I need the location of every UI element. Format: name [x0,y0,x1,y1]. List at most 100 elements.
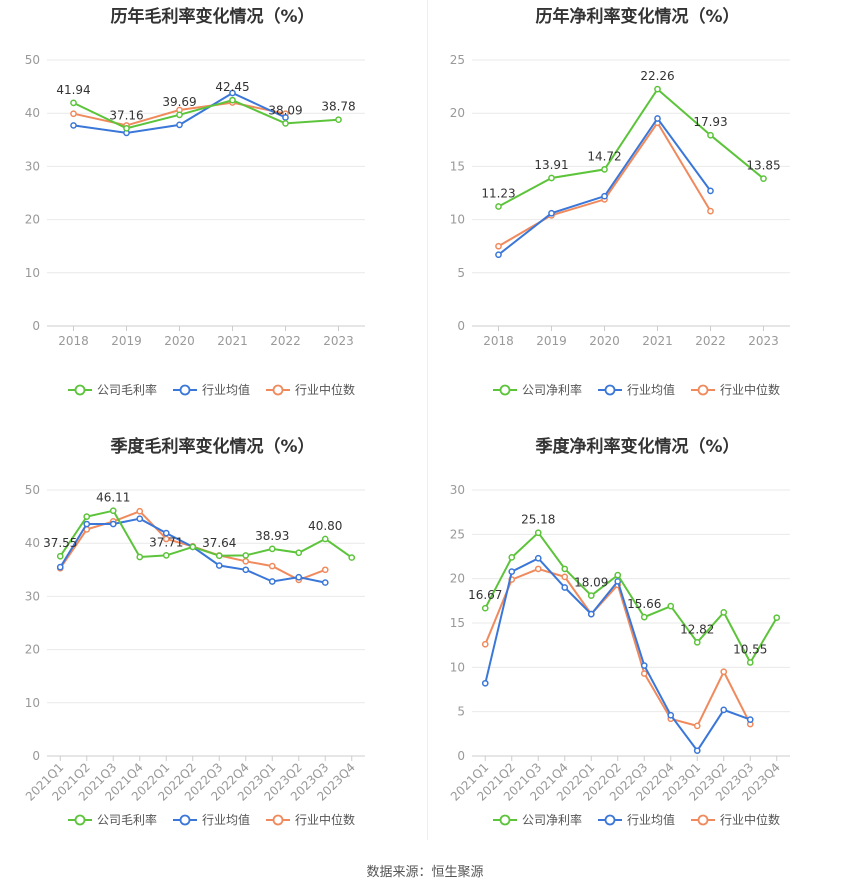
chart-panel-quarter-gross: 季度毛利率变化情况（%） 0 10 20 30 40 50 2021Q1 2021Q2 2021… [0,430,425,860]
y-tick-label: 50 [25,53,40,67]
data-point-avg [508,568,516,575]
x-tick-label: 2022 [270,334,301,348]
y-tick-label: 15 [450,159,465,173]
data-point-median [495,242,502,250]
data-point-median [534,565,542,573]
chart-panel-quarter-net: 季度净利率变化情况（%） 0 5 10 15 20 25 30 2021Q1 2021Q2 202… [425,430,850,860]
data-label: 25.18 [521,513,555,527]
data-point-avg [640,662,648,669]
legend-marker-avg [179,814,191,826]
quarter-net-chart: 0510152025302021Q12021Q22021Q32021Q42022… [448,483,790,827]
legend-label-company: 公司毛利率 [97,812,157,827]
legend-label-avg: 行业均值 [627,382,675,397]
legend-marker-avg [179,384,191,396]
data-point-company [707,131,714,139]
data-point-company [282,120,289,127]
data-point-avg [693,747,701,755]
series-line-median [484,567,752,728]
x-tick-label: 2020 [164,334,195,348]
data-point-company [667,602,675,610]
data-point-avg [601,192,608,200]
data-point-avg [587,610,595,618]
chart-title: 季度净利率变化情况（%） [535,437,740,457]
data-point-avg [176,121,183,129]
data-point-avg [56,563,64,571]
legend-marker-company [499,384,511,396]
data-point-company [109,507,117,515]
annual-net-chart: 0 5 10 15 20 25 2018 2019 2020 2021 2022 2023 11.23 1… [450,53,790,397]
data-source-note: 数据来源：恒生聚源 [366,865,484,880]
x-tick-label: 2019 [536,334,567,348]
data-label: 10.55 [733,642,767,656]
x-tick-label: 2023 [748,334,779,348]
data-label: 38.78 [321,100,355,114]
data-point-company [601,166,608,173]
data-point-avg [242,566,250,574]
data-point-median [640,670,648,677]
data-point-avg [707,187,714,195]
data-point-company [348,554,356,561]
legend-marker-median [697,384,709,396]
legend-label-avg: 行业均值 [202,812,250,827]
legend-marker-company [499,814,511,826]
legend-label-company: 公司净利率 [522,812,582,827]
x-tick-label: 2021 [217,334,248,348]
series-line-median [497,120,712,248]
data-point-company [136,553,144,561]
data-point-avg [548,209,555,217]
series-line-company [484,531,778,665]
data-label: 18.09 [574,576,608,590]
legend-label-company: 公司毛利率 [97,382,157,397]
data-point-avg [746,716,754,723]
legend-label-company: 公司净利率 [522,382,582,397]
data-point-company [176,111,183,119]
data-point-company [123,124,130,132]
data-label: 38.93 [255,529,289,543]
data-label: 39.69 [162,95,196,109]
data-point-median [707,207,714,215]
data-point-avg [268,578,276,585]
data-point-company [321,535,329,543]
data-point-company [162,552,170,559]
data-label: 15.66 [627,597,661,611]
y-tick-label: 40 [25,106,40,120]
data-point-company [335,116,342,124]
data-point-company [534,529,542,537]
data-label: 13.91 [534,158,568,172]
y-tick-label: 20 [25,643,40,657]
data-point-company [614,571,622,579]
x-tick-label: 2022 [695,334,726,348]
chart-panel-annual-gross: 历年毛利率变化情况（%） 0 10 20 30 40 50 2018 2019 2020 2021… [0,0,425,430]
legend-marker-median [272,384,284,396]
y-tick-label: 25 [450,53,465,67]
y-tick-label: 10 [450,660,465,674]
data-point-company [215,552,223,560]
data-point-median [561,573,569,581]
data-point-avg [561,584,569,591]
data-label: 40.80 [308,519,342,533]
data-point-avg [481,679,489,687]
data-label: 37.64 [202,536,236,550]
y-tick-label: 15 [450,616,465,630]
y-tick-label: 10 [25,696,40,710]
data-point-avg [83,520,91,528]
data-point-avg [614,577,622,585]
data-point-median [720,668,728,676]
data-label: 13.85 [746,159,780,173]
data-point-median [481,640,489,648]
data-point-company [189,543,197,551]
legend-label-median: 行业中位数 [295,382,355,397]
data-point-company [56,552,64,560]
y-tick-label: 0 [32,319,40,333]
x-tick-label: 2023 [323,334,354,348]
data-point-company [242,552,250,559]
x-tick-label: 2018 [483,334,514,348]
y-tick-label: 20 [450,572,465,586]
x-tick-label: 2019 [111,334,142,348]
data-point-avg [720,706,728,714]
data-point-company [693,638,701,646]
data-label: 38.09 [268,103,302,117]
series-line-company [59,509,353,559]
y-tick-label: 30 [25,159,40,173]
legend-label-avg: 行业均值 [202,382,250,397]
